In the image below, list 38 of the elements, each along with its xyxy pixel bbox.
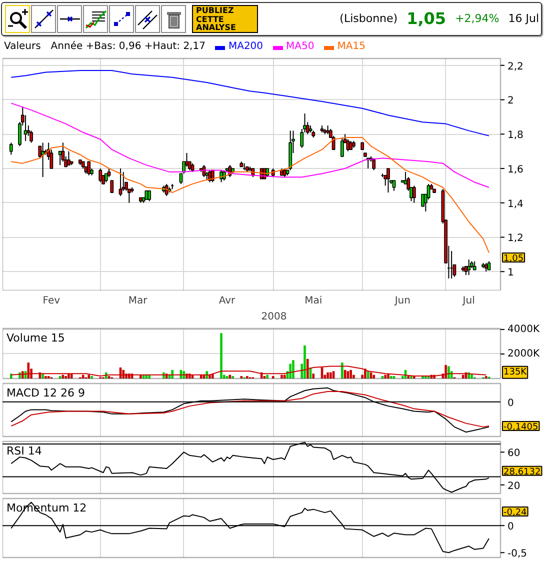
chart-title: RSI 14 <box>6 444 42 458</box>
y-tick-label: 1,4 <box>508 198 524 210</box>
x-tick-label: Avr <box>218 296 236 306</box>
annotation: 135K <box>504 367 528 378</box>
x-tick-label: Jul <box>462 296 475 306</box>
y-tick-label: 1,6 <box>508 164 524 176</box>
y-tick-label: 0 <box>508 522 514 533</box>
text: 16 Jul <box>508 11 539 27</box>
y-tick-label: 1,2 <box>508 233 524 244</box>
legend-label: MA50 <box>285 40 314 54</box>
x-tick-label: Fev <box>42 296 60 306</box>
text: 1,05 <box>406 8 446 30</box>
y-tick-label: 2,2 <box>508 61 524 72</box>
x-tick-label: Mar <box>128 296 148 306</box>
chart-title: (Lisbonne) <box>340 11 398 27</box>
annotation: -0,24 <box>504 508 528 518</box>
y-tick-label: 20 <box>508 480 520 492</box>
chart-title: MACD 12 26 9 <box>6 386 85 400</box>
y-tick-label: 2 <box>508 96 514 107</box>
y-tick-label: 2000K <box>508 348 540 360</box>
text: PUBLIEZ CETTE ANALYSE <box>192 5 258 33</box>
annotation: -0,1405 <box>504 422 538 433</box>
annotation: 28,6132 <box>504 467 541 478</box>
y-tick-label: 1,8 <box>508 130 524 142</box>
legend-label: MA15 <box>336 40 366 54</box>
y-tick-label: 4000K <box>508 324 540 335</box>
y-tick-label: 60 <box>508 448 520 460</box>
x-tick-label: Jun <box>394 296 410 306</box>
text: +2,94% <box>455 11 500 27</box>
text: Année +Bas: 0,96 +Haut: 2,17 <box>50 40 206 54</box>
legend-title: Valeurs <box>4 40 41 54</box>
x-axis-title: 2008 <box>261 312 287 322</box>
annotation: 1,05 <box>504 254 524 264</box>
chart-title: Volume 15 <box>6 332 65 344</box>
x-tick-label: Mai <box>304 296 322 306</box>
legend-label: MA200 <box>227 40 264 54</box>
y-tick-label: 1 <box>508 268 514 279</box>
y-tick-label: -0,5 <box>508 548 528 560</box>
